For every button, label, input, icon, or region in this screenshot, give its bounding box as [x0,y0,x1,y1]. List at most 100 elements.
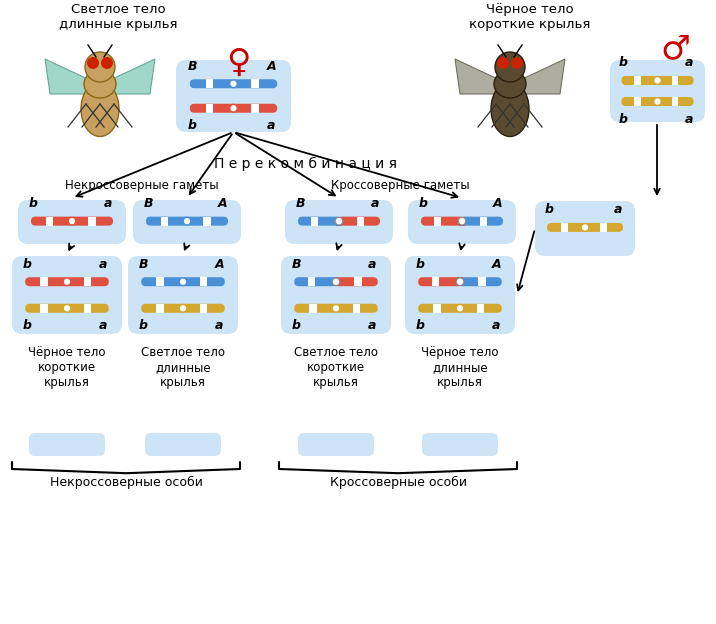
Text: Чёрное тело
короткие
крылья: Чёрное тело короткие крылья [28,346,106,389]
Text: b: b [23,319,32,332]
Text: B: B [296,197,305,210]
FancyBboxPatch shape [418,304,502,313]
Bar [336,217,342,226]
Text: b: b [416,258,425,271]
Bar [309,304,316,313]
FancyBboxPatch shape [18,200,126,244]
FancyBboxPatch shape [128,256,238,334]
Text: b: b [29,197,38,210]
Bar [634,97,641,106]
FancyBboxPatch shape [146,217,228,226]
FancyBboxPatch shape [298,217,341,226]
Bar [433,304,441,313]
Bar [308,277,315,286]
FancyBboxPatch shape [405,256,515,334]
Text: Светлое тело
длинные крылья: Светлое тело длинные крылья [59,3,178,31]
FancyBboxPatch shape [12,256,122,334]
Bar [353,304,360,313]
Text: A: A [493,197,503,210]
Text: A: A [266,60,276,73]
Text: Кроссоверные особи: Кроссоверные особи [329,476,467,489]
Bar [156,304,164,313]
Bar [203,217,211,226]
FancyBboxPatch shape [285,200,393,244]
Ellipse shape [494,70,526,98]
Text: a: a [684,56,693,69]
Text: ♂: ♂ [660,32,690,66]
FancyBboxPatch shape [421,217,464,226]
FancyBboxPatch shape [190,104,277,113]
FancyBboxPatch shape [25,277,109,286]
Bar [205,79,213,88]
FancyBboxPatch shape [141,277,225,286]
Text: b: b [416,319,425,332]
Bar [84,304,91,313]
Bar [311,217,319,226]
Bar [200,277,207,286]
Bar [477,304,484,313]
Bar [251,104,259,113]
Circle shape [332,278,340,286]
FancyBboxPatch shape [145,433,221,456]
Circle shape [495,52,525,82]
FancyBboxPatch shape [547,223,623,232]
FancyBboxPatch shape [294,304,378,313]
Bar [357,217,364,226]
Bar [46,217,53,226]
Circle shape [230,104,237,112]
Text: B: B [291,258,301,271]
Text: Светлое тело
длинные
крылья: Светлое тело длинные крылья [141,346,225,389]
Bar [480,217,488,226]
Text: a: a [492,319,500,332]
Circle shape [497,57,509,69]
Text: 965: 965 [168,437,198,452]
FancyBboxPatch shape [337,217,380,226]
Bar [40,277,48,286]
Circle shape [230,80,237,87]
Text: b: b [419,197,427,210]
Bar [333,277,339,286]
Circle shape [179,278,187,286]
Text: b: b [544,203,553,217]
Circle shape [183,217,191,225]
Text: b: b [619,112,628,125]
Circle shape [335,217,343,225]
FancyBboxPatch shape [133,200,241,244]
Text: a: a [368,258,377,271]
Bar [205,104,213,113]
Text: Некроссоверные особи: Некроссоверные особи [49,476,203,489]
Bar [461,217,463,226]
Circle shape [87,57,99,69]
Circle shape [68,217,76,225]
Circle shape [511,57,523,69]
FancyBboxPatch shape [141,304,225,313]
Circle shape [63,278,71,286]
Bar [672,76,679,85]
Bar [354,277,362,286]
FancyBboxPatch shape [408,200,516,244]
Ellipse shape [81,82,119,137]
Text: b: b [139,319,148,332]
Circle shape [654,77,662,84]
Bar [88,217,96,226]
Text: A: A [215,258,224,271]
Circle shape [63,305,71,312]
FancyBboxPatch shape [610,60,705,122]
Circle shape [456,305,464,312]
Bar [338,217,340,226]
FancyBboxPatch shape [334,277,378,286]
Circle shape [654,98,662,105]
Bar [40,304,48,313]
Text: 185: 185 [445,437,475,452]
Circle shape [458,217,466,225]
Bar [251,79,259,88]
FancyBboxPatch shape [458,277,502,286]
FancyBboxPatch shape [621,76,694,85]
Bar [561,223,568,232]
Bar [600,223,607,232]
Ellipse shape [84,70,116,98]
Text: b: b [619,56,628,69]
Bar [457,277,463,286]
FancyBboxPatch shape [190,79,277,88]
FancyBboxPatch shape [621,97,694,106]
